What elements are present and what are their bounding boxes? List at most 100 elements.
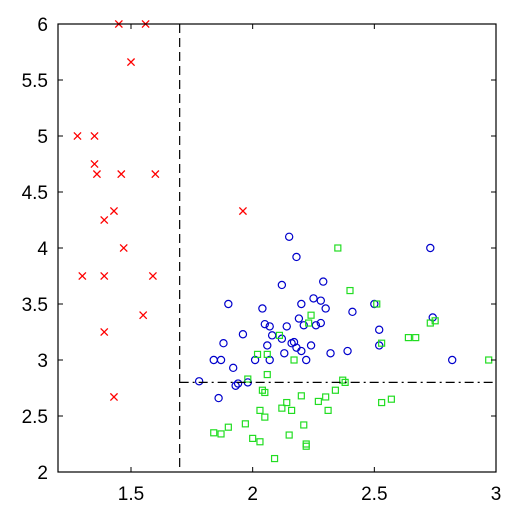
y-tick-label: 4 xyxy=(37,239,48,260)
square-marker-point xyxy=(256,406,264,414)
square-marker-point xyxy=(485,356,493,364)
circle-marker-point xyxy=(326,349,335,358)
y-tick-label: 3 xyxy=(37,351,48,372)
circle-marker-point xyxy=(258,304,267,313)
square-marker-point xyxy=(278,404,286,412)
x-marker-point xyxy=(78,271,87,281)
y-tick-label: 6 xyxy=(37,15,48,36)
x-marker-point xyxy=(90,131,99,141)
square-marker-point xyxy=(288,406,296,414)
square-marker-point xyxy=(324,406,332,414)
circle-marker-point xyxy=(448,355,457,365)
square-marker-point xyxy=(346,286,354,295)
square-marker-point xyxy=(300,421,308,429)
y-tick-label: 5.5 xyxy=(22,71,48,92)
square-marker-point xyxy=(256,438,264,446)
x-tick-label: 1.5 xyxy=(118,484,144,505)
circle-marker-point xyxy=(343,346,352,356)
y-tick-label: 2.5 xyxy=(22,407,48,428)
square-marker-point xyxy=(290,356,298,364)
circle-marker-point xyxy=(316,318,325,328)
circle-marker-point xyxy=(224,299,233,309)
square-marker-point xyxy=(412,334,420,342)
square-marker-point xyxy=(373,300,381,308)
circle-marker-point xyxy=(265,322,274,331)
square-marker-point xyxy=(283,398,291,407)
circle-marker-point xyxy=(375,325,384,334)
circle-marker-point xyxy=(267,331,277,340)
circle-marker-point xyxy=(348,307,357,317)
square-marker-point xyxy=(314,397,322,406)
circle-marker-point xyxy=(284,232,294,241)
square-marker-point xyxy=(253,350,262,358)
circle-marker-point xyxy=(292,252,301,262)
circle-marker-point xyxy=(194,377,204,386)
circle-marker-point xyxy=(219,339,228,348)
circle-marker-point xyxy=(426,243,435,253)
circle-marker-point xyxy=(216,355,226,365)
x-marker-point xyxy=(148,271,157,281)
x-marker-point xyxy=(100,327,109,337)
axes-box xyxy=(57,23,497,473)
square-marker-point xyxy=(426,319,434,327)
square-marker-point xyxy=(302,442,310,450)
circle-marker-point xyxy=(306,341,316,350)
x-marker-point xyxy=(73,131,82,141)
square-marker-point xyxy=(334,244,342,252)
circle-marker-point xyxy=(316,296,325,305)
circle-marker-point xyxy=(214,393,223,403)
plot-content xyxy=(73,19,493,463)
square-marker-point xyxy=(387,395,395,403)
x-marker-point xyxy=(139,311,148,320)
x-marker-point xyxy=(100,215,109,225)
x-tick-label: 2 xyxy=(247,484,258,505)
series-x xyxy=(73,19,247,402)
square-marker-point xyxy=(210,429,218,437)
circle-marker-point xyxy=(370,299,379,309)
square-marker-point xyxy=(249,434,257,442)
circle-marker-point xyxy=(231,381,240,390)
circle-marker-point xyxy=(299,321,308,330)
y-tick-label: 5 xyxy=(37,127,48,148)
square-marker-point xyxy=(404,334,412,342)
x-marker-point xyxy=(117,170,126,179)
square-marker-point xyxy=(244,375,252,383)
square-marker-point xyxy=(224,423,232,431)
y-tick-label: 3.5 xyxy=(22,295,48,316)
series-circle xyxy=(194,232,457,403)
square-marker-point xyxy=(263,350,271,358)
circle-marker-point xyxy=(309,294,318,303)
square-marker-point xyxy=(341,378,349,386)
circle-marker-point xyxy=(321,304,330,313)
circle-marker-point xyxy=(280,349,289,358)
square-marker-point xyxy=(285,431,293,439)
circle-marker-point xyxy=(319,277,328,286)
y-tick-label: 2 xyxy=(37,463,48,484)
circle-marker-point xyxy=(297,346,306,356)
circle-marker-point xyxy=(302,355,311,365)
circle-marker-point xyxy=(233,379,243,388)
square-marker-point xyxy=(331,386,339,394)
x-marker-point xyxy=(126,58,136,67)
circle-marker-point xyxy=(287,339,296,348)
x-marker-point xyxy=(109,392,119,402)
reference-lines xyxy=(179,24,496,472)
square-marker-point xyxy=(263,370,271,379)
square-marker-point xyxy=(217,430,225,438)
y-tick-label: 4.5 xyxy=(22,183,48,204)
circle-marker-point xyxy=(311,321,321,330)
circle-marker-point xyxy=(260,319,270,329)
x-marker-point xyxy=(90,159,99,169)
x-marker-point xyxy=(100,271,109,281)
circle-marker-point xyxy=(297,299,306,309)
x-marker-point xyxy=(151,170,160,179)
circle-marker-point xyxy=(282,322,291,331)
square-marker-point xyxy=(261,413,269,421)
circle-marker-point xyxy=(228,363,238,373)
square-marker-point xyxy=(241,420,249,428)
x-marker-point xyxy=(238,206,247,216)
circle-marker-point xyxy=(209,355,218,365)
x-marker-point xyxy=(109,206,119,216)
square-marker-point xyxy=(378,339,386,347)
